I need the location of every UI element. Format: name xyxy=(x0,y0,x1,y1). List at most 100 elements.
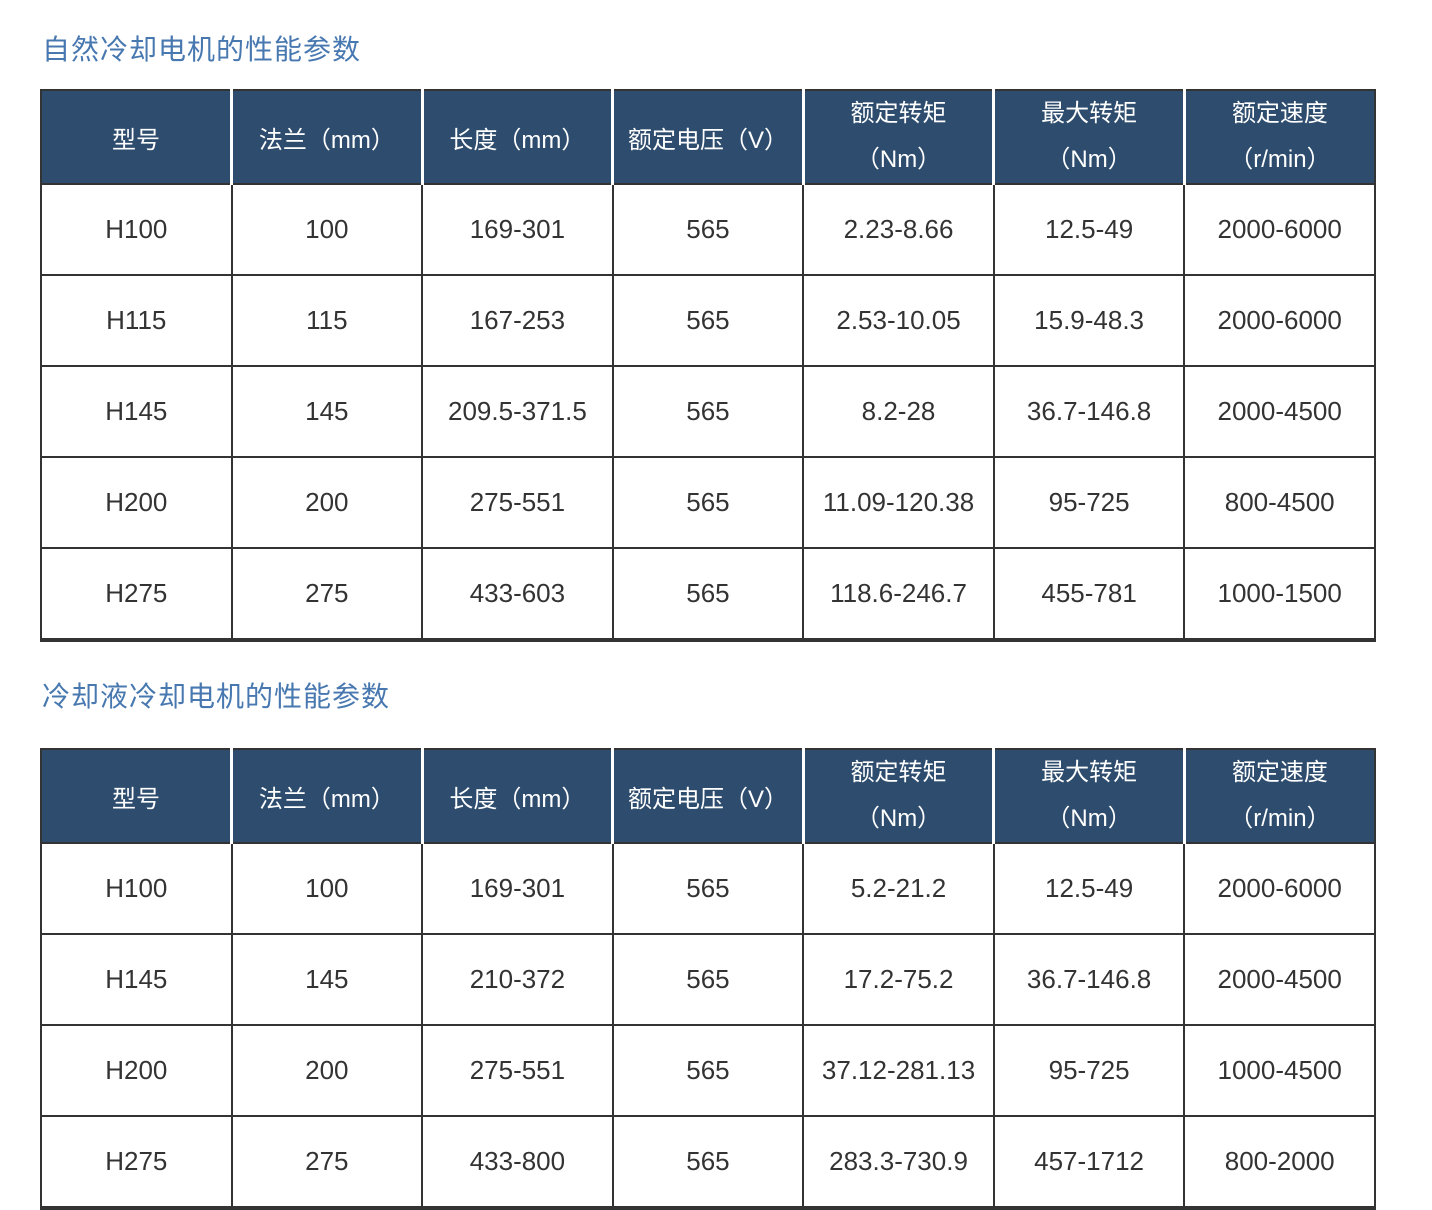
cell-length: 169-301 xyxy=(421,183,614,276)
cell-max-torque: 12.5-49 xyxy=(992,842,1186,935)
cell-flange: 200 xyxy=(230,456,424,549)
table-header-row: 型号 法兰（mm） 长度（mm） 额定电压（V） 额定转矩 （Nm） 最大转矩 … xyxy=(40,89,1376,185)
col-header-rated-speed: 额定速度 （r/min） xyxy=(1184,89,1376,185)
liquid-cooling-spec-table: 型号 法兰（mm） 长度（mm） 额定电压（V） 额定转矩 （Nm） 最大转矩 … xyxy=(40,748,1376,1210)
header-line: 额定转矩 xyxy=(850,100,947,127)
header-line: 最大转矩 xyxy=(1041,759,1138,786)
cell-voltage: 565 xyxy=(611,842,805,935)
cell-voltage: 565 xyxy=(611,365,805,458)
header-line: （Nm） xyxy=(855,146,942,173)
table-body: H100 100 169-301 565 5.2-21.2 12.5-49 20… xyxy=(40,842,1376,1210)
cell-model: H200 xyxy=(40,456,233,549)
cell-flange: 100 xyxy=(230,183,424,276)
col-header-model: 型号 xyxy=(40,89,234,185)
table-row: H115 115 167-253 565 2.53-10.05 15.9-48.… xyxy=(40,274,1376,367)
cell-rated-speed: 2000-6000 xyxy=(1183,842,1376,935)
cell-flange: 200 xyxy=(230,1024,424,1117)
header-line: 额定速度 xyxy=(1231,759,1328,786)
cell-rated-speed: 800-2000 xyxy=(1183,1115,1376,1210)
col-header-max-torque: 最大转矩 （Nm） xyxy=(993,89,1186,185)
cell-rated-torque: 8.2-28 xyxy=(802,365,995,458)
cell-rated-torque: 17.2-75.2 xyxy=(802,933,995,1026)
cell-max-torque: 36.7-146.8 xyxy=(992,933,1186,1026)
cell-length: 210-372 xyxy=(421,933,614,1026)
cell-length: 169-301 xyxy=(421,842,614,935)
cell-flange: 100 xyxy=(230,842,424,935)
cell-length: 209.5-371.5 xyxy=(421,365,614,458)
cell-max-torque: 95-725 xyxy=(992,456,1186,549)
cell-flange: 275 xyxy=(230,1115,424,1210)
cell-flange: 145 xyxy=(230,365,424,458)
table-row: H275 275 433-603 565 118.6-246.7 455-781… xyxy=(40,547,1376,642)
col-header-length: 长度（mm） xyxy=(422,89,615,185)
cell-voltage: 565 xyxy=(611,274,805,367)
cell-model: H275 xyxy=(40,547,233,642)
table-header: 型号 法兰（mm） 长度（mm） 额定电压（V） 额定转矩 （Nm） 最大转矩 … xyxy=(40,89,1376,185)
cell-voltage: 565 xyxy=(611,1115,805,1210)
cell-rated-torque: 118.6-246.7 xyxy=(802,547,995,642)
cell-max-torque: 95-725 xyxy=(992,1024,1186,1117)
cell-voltage: 565 xyxy=(611,183,805,276)
header-line: （Nm） xyxy=(1046,805,1132,832)
cell-max-torque: 12.5-49 xyxy=(992,183,1186,276)
col-header-rated-speed: 额定速度 （r/min） xyxy=(1184,748,1376,844)
cell-flange: 275 xyxy=(230,547,424,642)
cell-max-torque: 457-1712 xyxy=(992,1115,1186,1210)
cell-length: 275-551 xyxy=(421,1024,614,1117)
header-line: 额定转矩 xyxy=(850,759,947,786)
cell-rated-speed: 1000-1500 xyxy=(1183,547,1376,642)
cell-rated-torque: 2.23-8.66 xyxy=(802,183,995,276)
table-header: 型号 法兰（mm） 长度（mm） 额定电压（V） 额定转矩 （Nm） 最大转矩 … xyxy=(40,748,1376,844)
cell-flange: 115 xyxy=(230,274,424,367)
cell-voltage: 565 xyxy=(611,456,805,549)
cell-voltage: 565 xyxy=(611,547,805,642)
cell-rated-torque: 2.53-10.05 xyxy=(802,274,995,367)
col-header-rated-torque: 额定转矩 （Nm） xyxy=(803,89,996,185)
header-line: （r/min） xyxy=(1229,805,1331,832)
table-header-row: 型号 法兰（mm） 长度（mm） 额定电压（V） 额定转矩 （Nm） 最大转矩 … xyxy=(40,748,1376,844)
cell-length: 433-800 xyxy=(421,1115,614,1210)
cell-voltage: 565 xyxy=(611,1024,805,1117)
table-body: H100 100 169-301 565 2.23-8.66 12.5-49 2… xyxy=(40,183,1376,642)
cell-model: H115 xyxy=(40,274,233,367)
cell-rated-torque: 283.3-730.9 xyxy=(802,1115,995,1210)
cell-rated-speed: 2000-4500 xyxy=(1183,933,1376,1026)
table-row: H100 100 169-301 565 5.2-21.2 12.5-49 20… xyxy=(40,842,1376,935)
table-row: H200 200 275-551 565 11.09-120.38 95-725… xyxy=(40,456,1376,549)
cell-rated-speed: 2000-6000 xyxy=(1183,183,1376,276)
cell-flange: 145 xyxy=(230,933,424,1026)
cell-rated-speed: 2000-6000 xyxy=(1183,274,1376,367)
cell-rated-speed: 2000-4500 xyxy=(1183,365,1376,458)
col-header-max-torque: 最大转矩 （Nm） xyxy=(993,748,1186,844)
col-header-flange: 法兰（mm） xyxy=(231,89,424,185)
cell-max-torque: 455-781 xyxy=(992,547,1186,642)
table-row: H100 100 169-301 565 2.23-8.66 12.5-49 2… xyxy=(40,183,1376,276)
cell-length: 275-551 xyxy=(421,456,614,549)
cell-max-torque: 15.9-48.3 xyxy=(992,274,1186,367)
cell-rated-speed: 800-4500 xyxy=(1183,456,1376,549)
col-header-flange: 法兰（mm） xyxy=(231,748,424,844)
header-line: （Nm） xyxy=(1046,146,1132,173)
cell-model: H145 xyxy=(40,933,233,1026)
table-row: H200 200 275-551 565 37.12-281.13 95-725… xyxy=(40,1024,1376,1117)
cell-length: 433-603 xyxy=(421,547,614,642)
header-line: 最大转矩 xyxy=(1041,100,1138,127)
natural-cooling-spec-table: 型号 法兰（mm） 长度（mm） 额定电压（V） 额定转矩 （Nm） 最大转矩 … xyxy=(40,89,1376,642)
cell-length: 167-253 xyxy=(421,274,614,367)
col-header-voltage: 额定电压（V） xyxy=(612,89,805,185)
cell-rated-torque: 11.09-120.38 xyxy=(802,456,995,549)
col-header-voltage: 额定电压（V） xyxy=(612,748,805,844)
header-line: 额定速度 xyxy=(1231,100,1328,127)
col-header-length: 长度（mm） xyxy=(422,748,615,844)
col-header-model: 型号 xyxy=(40,748,234,844)
cell-rated-torque: 5.2-21.2 xyxy=(802,842,995,935)
col-header-rated-torque: 额定转矩 （Nm） xyxy=(803,748,996,844)
cell-model: H275 xyxy=(40,1115,233,1210)
header-line: （r/min） xyxy=(1229,146,1331,173)
header-line: （Nm） xyxy=(855,805,942,832)
table-row: H145 145 210-372 565 17.2-75.2 36.7-146.… xyxy=(40,933,1376,1026)
cell-model: H200 xyxy=(40,1024,233,1117)
cell-voltage: 565 xyxy=(611,933,805,1026)
table-row: H275 275 433-800 565 283.3-730.9 457-171… xyxy=(40,1115,1376,1210)
liquid-cooling-table-title: 冷却液冷却电机的性能参数 xyxy=(42,681,391,712)
